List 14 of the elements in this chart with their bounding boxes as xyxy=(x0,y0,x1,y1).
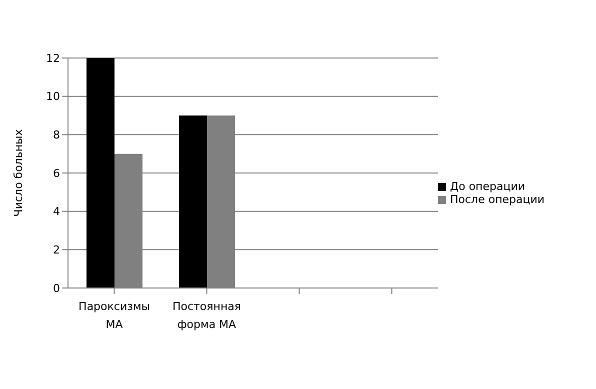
legend-label: До операции xyxy=(450,180,526,193)
y-tick-label: 6 xyxy=(53,166,60,180)
bar xyxy=(86,58,114,288)
legend-label: После операции xyxy=(450,193,545,206)
y-tick-label: 8 xyxy=(53,128,60,142)
bar xyxy=(179,116,207,288)
y-tick-label: 10 xyxy=(46,90,60,104)
y-tick-label: 4 xyxy=(53,205,60,218)
y-tick-label: 0 xyxy=(53,282,60,295)
y-tick-label: 12 xyxy=(46,52,60,65)
x-tick-label: Пароксизмы МА xyxy=(78,300,150,331)
y-tick-label: 2 xyxy=(53,244,60,257)
y-axis-title: Число больных xyxy=(12,128,25,217)
x-tick-label: Постоянная форма МА xyxy=(172,300,242,331)
